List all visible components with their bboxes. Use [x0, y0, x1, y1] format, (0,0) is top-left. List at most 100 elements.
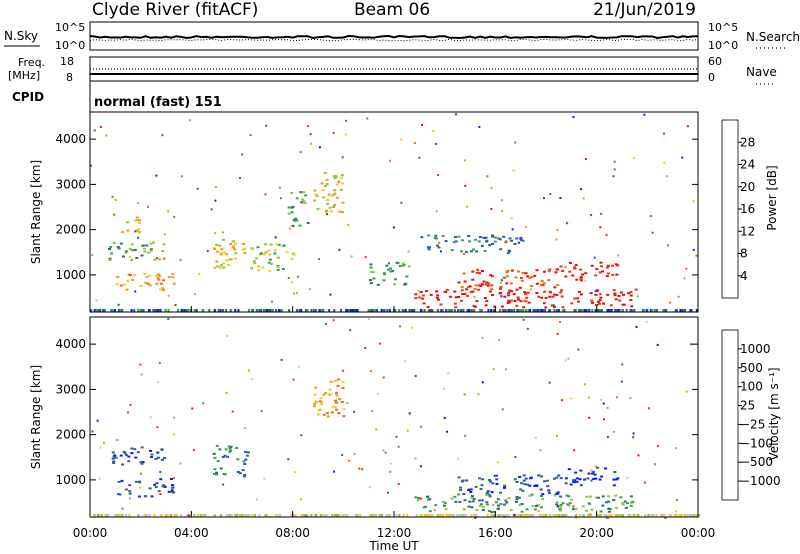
- speckle-cell: [606, 406, 609, 409]
- echo-cell: [338, 210, 342, 213]
- x-tick-label: 04:00: [174, 526, 209, 540]
- speckle-cell: [481, 381, 484, 384]
- echo-cell: [331, 405, 335, 408]
- speckle-cell: [668, 301, 671, 304]
- ground-scatter-cell: [230, 514, 233, 517]
- echo-cell: [287, 212, 291, 215]
- echo-cell: [228, 447, 232, 450]
- echo-cell: [534, 505, 538, 508]
- echo-cell: [115, 283, 119, 286]
- echo-cell: [234, 257, 238, 260]
- ground-scatter-cell: [475, 514, 478, 517]
- echo-cell: [304, 194, 308, 197]
- ground-scatter-cell: [113, 309, 116, 312]
- echo-cell: [259, 252, 263, 255]
- cpid-value: normal (fast) 151: [94, 95, 222, 110]
- echo-cell: [519, 488, 523, 491]
- ground-scatter-cell: [543, 514, 545, 517]
- ground-scatter-cell: [606, 309, 609, 312]
- speckle-cell: [584, 158, 587, 161]
- ground-scatter-cell: [536, 309, 539, 312]
- echo-cell: [229, 449, 233, 452]
- speckle-cell: [378, 342, 381, 345]
- echo-cell: [268, 269, 272, 272]
- speckle-cell: [299, 498, 302, 501]
- echo-cell: [497, 504, 500, 507]
- echo-cell: [155, 274, 159, 277]
- echo-cell: [172, 282, 176, 285]
- speckle-cell: [552, 304, 555, 307]
- echo-cell: [526, 275, 530, 278]
- ground-scatter-cell: [324, 514, 326, 517]
- echo-cell: [453, 302, 457, 305]
- ground-scatter-cell: [562, 309, 565, 312]
- echo-cell: [212, 452, 216, 455]
- ground-scatter-cell: [428, 309, 431, 312]
- ground-scatter-cell: [628, 514, 631, 517]
- echo-cell: [535, 292, 539, 294]
- speckle-cell: [523, 299, 526, 302]
- speckle-cell: [174, 304, 177, 307]
- ground-scatter-cell: [585, 309, 588, 312]
- ground-scatter-cell: [438, 514, 441, 517]
- echo-cell: [572, 480, 576, 483]
- echo-cell: [215, 444, 219, 447]
- colorbar-tick-label: 100: [740, 380, 763, 394]
- echo-cell: [457, 281, 461, 284]
- echo-cell: [604, 467, 607, 470]
- speckle-cell: [593, 256, 596, 259]
- echo-cell: [594, 293, 598, 296]
- echo-cell: [607, 510, 611, 513]
- speckle-cell: [129, 255, 132, 258]
- echo-cell: [553, 494, 557, 497]
- echo-cell: [467, 505, 471, 508]
- ground-scatter-cell: [292, 514, 295, 517]
- ground-scatter-cell: [522, 514, 524, 517]
- echo-cell: [325, 183, 329, 185]
- ground-scatter-cell: [586, 514, 589, 517]
- echo-cell: [564, 275, 568, 278]
- echo-cell: [427, 248, 431, 251]
- ground-scatter-cell: [509, 309, 511, 312]
- echo-cell: [111, 451, 115, 454]
- echo-cell: [484, 236, 488, 239]
- speckle-cell: [332, 132, 335, 135]
- speckle-cell: [435, 142, 438, 145]
- echo-cell: [139, 461, 143, 464]
- ground-scatter-cell: [684, 514, 687, 517]
- echo-cell: [281, 268, 285, 270]
- echo-cell: [243, 252, 247, 254]
- echo-cell: [324, 392, 328, 395]
- echo-cell: [453, 495, 457, 498]
- echo-cell: [499, 503, 503, 505]
- echo-cell: [332, 193, 336, 196]
- echo-cell: [619, 291, 623, 294]
- speckle-cell: [400, 201, 403, 204]
- speckle-cell: [643, 481, 646, 484]
- echo-cell: [594, 496, 598, 499]
- echo-cell: [463, 292, 467, 295]
- speckle-cell: [675, 510, 677, 513]
- echo-cell: [229, 445, 233, 448]
- ground-scatter-cell: [680, 514, 683, 517]
- speckle-cell: [626, 476, 629, 479]
- speckle-cell: [392, 226, 395, 229]
- ground-scatter-cell: [279, 514, 281, 517]
- echo-cell: [521, 271, 525, 274]
- echo-cell: [559, 507, 563, 510]
- ground-scatter-cell: [519, 309, 522, 312]
- echo-cell: [369, 279, 372, 282]
- ground-scatter-cell: [359, 514, 361, 517]
- speckle-cell: [341, 156, 344, 159]
- echo-cell: [578, 478, 582, 481]
- echo-cell: [503, 484, 507, 487]
- colorbar-tick-label: −500: [740, 455, 773, 469]
- echo-cell: [382, 279, 386, 282]
- ground-scatter-cell: [186, 309, 189, 312]
- echo-cell: [544, 296, 548, 299]
- echo-cell: [167, 275, 171, 278]
- echo-cell: [334, 379, 337, 382]
- echo-cell: [553, 305, 557, 308]
- echo-cell: [148, 274, 152, 277]
